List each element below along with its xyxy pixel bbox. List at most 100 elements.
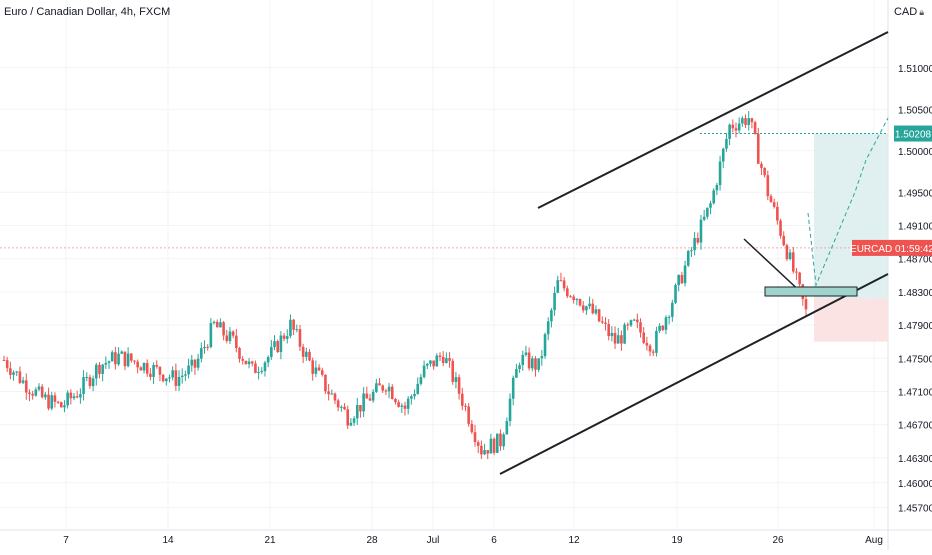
candle [686,249,690,267]
candle [429,360,432,367]
candle [365,386,369,399]
candle-body [375,383,378,392]
candle-body [187,365,190,375]
candle-body [766,175,770,197]
candle-body [158,366,162,375]
candle [359,404,362,418]
candle [782,231,786,247]
candle-body [416,383,420,394]
candle-body [254,363,257,374]
candle-body [632,319,636,321]
candle-body [616,335,620,344]
candle-body [381,385,385,391]
candle-body [400,405,404,407]
candle [508,393,512,427]
candle [578,298,582,307]
candle-body [104,362,108,365]
candle-body [626,324,630,326]
candle-body [317,367,321,371]
candle [352,416,356,426]
candle [295,324,299,333]
x-tick-label: 6 [491,535,497,546]
candle [661,324,665,332]
candle-body [365,393,369,399]
candle-body [343,406,346,410]
candle-body [390,386,394,399]
candle-body [680,274,684,284]
candle [196,353,200,371]
candle-body [305,351,308,357]
candle [588,296,591,310]
candle [572,294,575,304]
candle [518,362,521,373]
candle-body [266,357,270,363]
candle-body [222,322,225,336]
candle [123,351,127,371]
candle [534,356,537,377]
target-price-tag: 1.50208 [894,125,932,142]
candle-body [785,245,789,260]
candle [270,340,273,360]
candle [492,437,496,456]
candle-body [298,329,302,347]
candle [384,388,388,396]
candle-body [690,250,693,252]
candle [190,354,194,372]
candle-body [642,332,645,343]
candle-body [591,303,595,314]
candle [397,399,400,408]
candle [231,330,235,339]
candle-body [508,398,512,422]
x-tick-label: 26 [772,535,784,546]
candle [371,389,375,403]
current-tag-bg [852,239,932,256]
currency-selector[interactable]: CAD 🔒︎ [894,6,924,18]
candle [212,320,216,325]
support-zone [764,286,858,297]
candle [556,275,560,294]
candle-body [658,325,661,331]
candle [776,201,779,225]
candle-body [572,296,575,301]
profit-zone [814,133,888,299]
candle-body [406,398,410,409]
candle-body [521,354,525,366]
candle-body [588,303,591,307]
candle [559,272,563,282]
candle-body [311,360,315,374]
candle [158,366,162,382]
candle [282,332,286,342]
candles [2,111,808,460]
candle-body [59,402,63,408]
candle [206,344,209,351]
candle [317,364,321,371]
candle-body [330,393,334,395]
candle [110,350,114,362]
candle [515,363,518,378]
candle [728,123,731,146]
candle-body [355,404,359,419]
y-tick-label: 1.50500 [898,105,932,116]
candle-body [359,404,362,412]
candle-body [285,336,289,339]
candle-body [110,352,114,362]
candle [795,268,798,280]
candle [499,429,502,451]
candle [400,403,404,413]
candle-body [445,358,448,363]
candle [642,327,645,345]
candle [130,353,133,363]
candle-body [706,207,709,217]
candle [712,188,716,205]
candle-body [607,323,610,337]
candle [44,391,47,400]
candle-body [636,319,639,323]
candle-body [209,323,213,348]
candle [706,207,709,220]
candle-body [384,390,388,392]
candle [254,360,257,374]
candle-body [769,196,773,203]
candle [524,345,528,357]
